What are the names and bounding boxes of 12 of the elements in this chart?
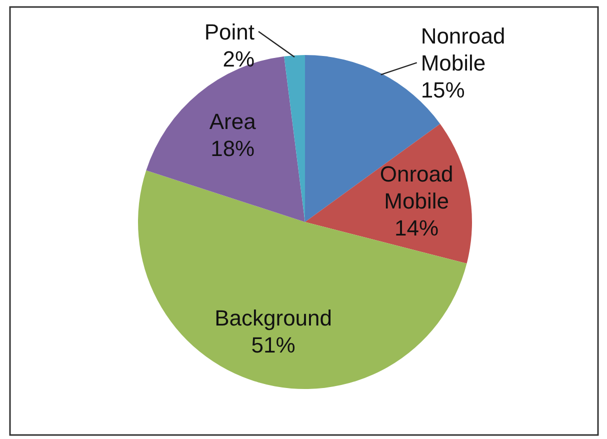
slice-label: Onroad Mobile	[380, 161, 454, 214]
data-label: 18%	[210, 136, 255, 160]
data-label: 15%	[420, 77, 465, 102]
pie-slice	[305, 124, 472, 264]
slice-label: Nonroad Mobile	[420, 23, 506, 76]
slice-label: Area	[209, 108, 257, 134]
data-label: 14%	[394, 215, 439, 240]
data-label: 51%	[251, 332, 296, 358]
slice-label: Point	[204, 18, 255, 44]
pie-slice	[284, 55, 305, 222]
data-label: 2%	[222, 46, 255, 71]
slice-label: Background	[214, 305, 332, 330]
